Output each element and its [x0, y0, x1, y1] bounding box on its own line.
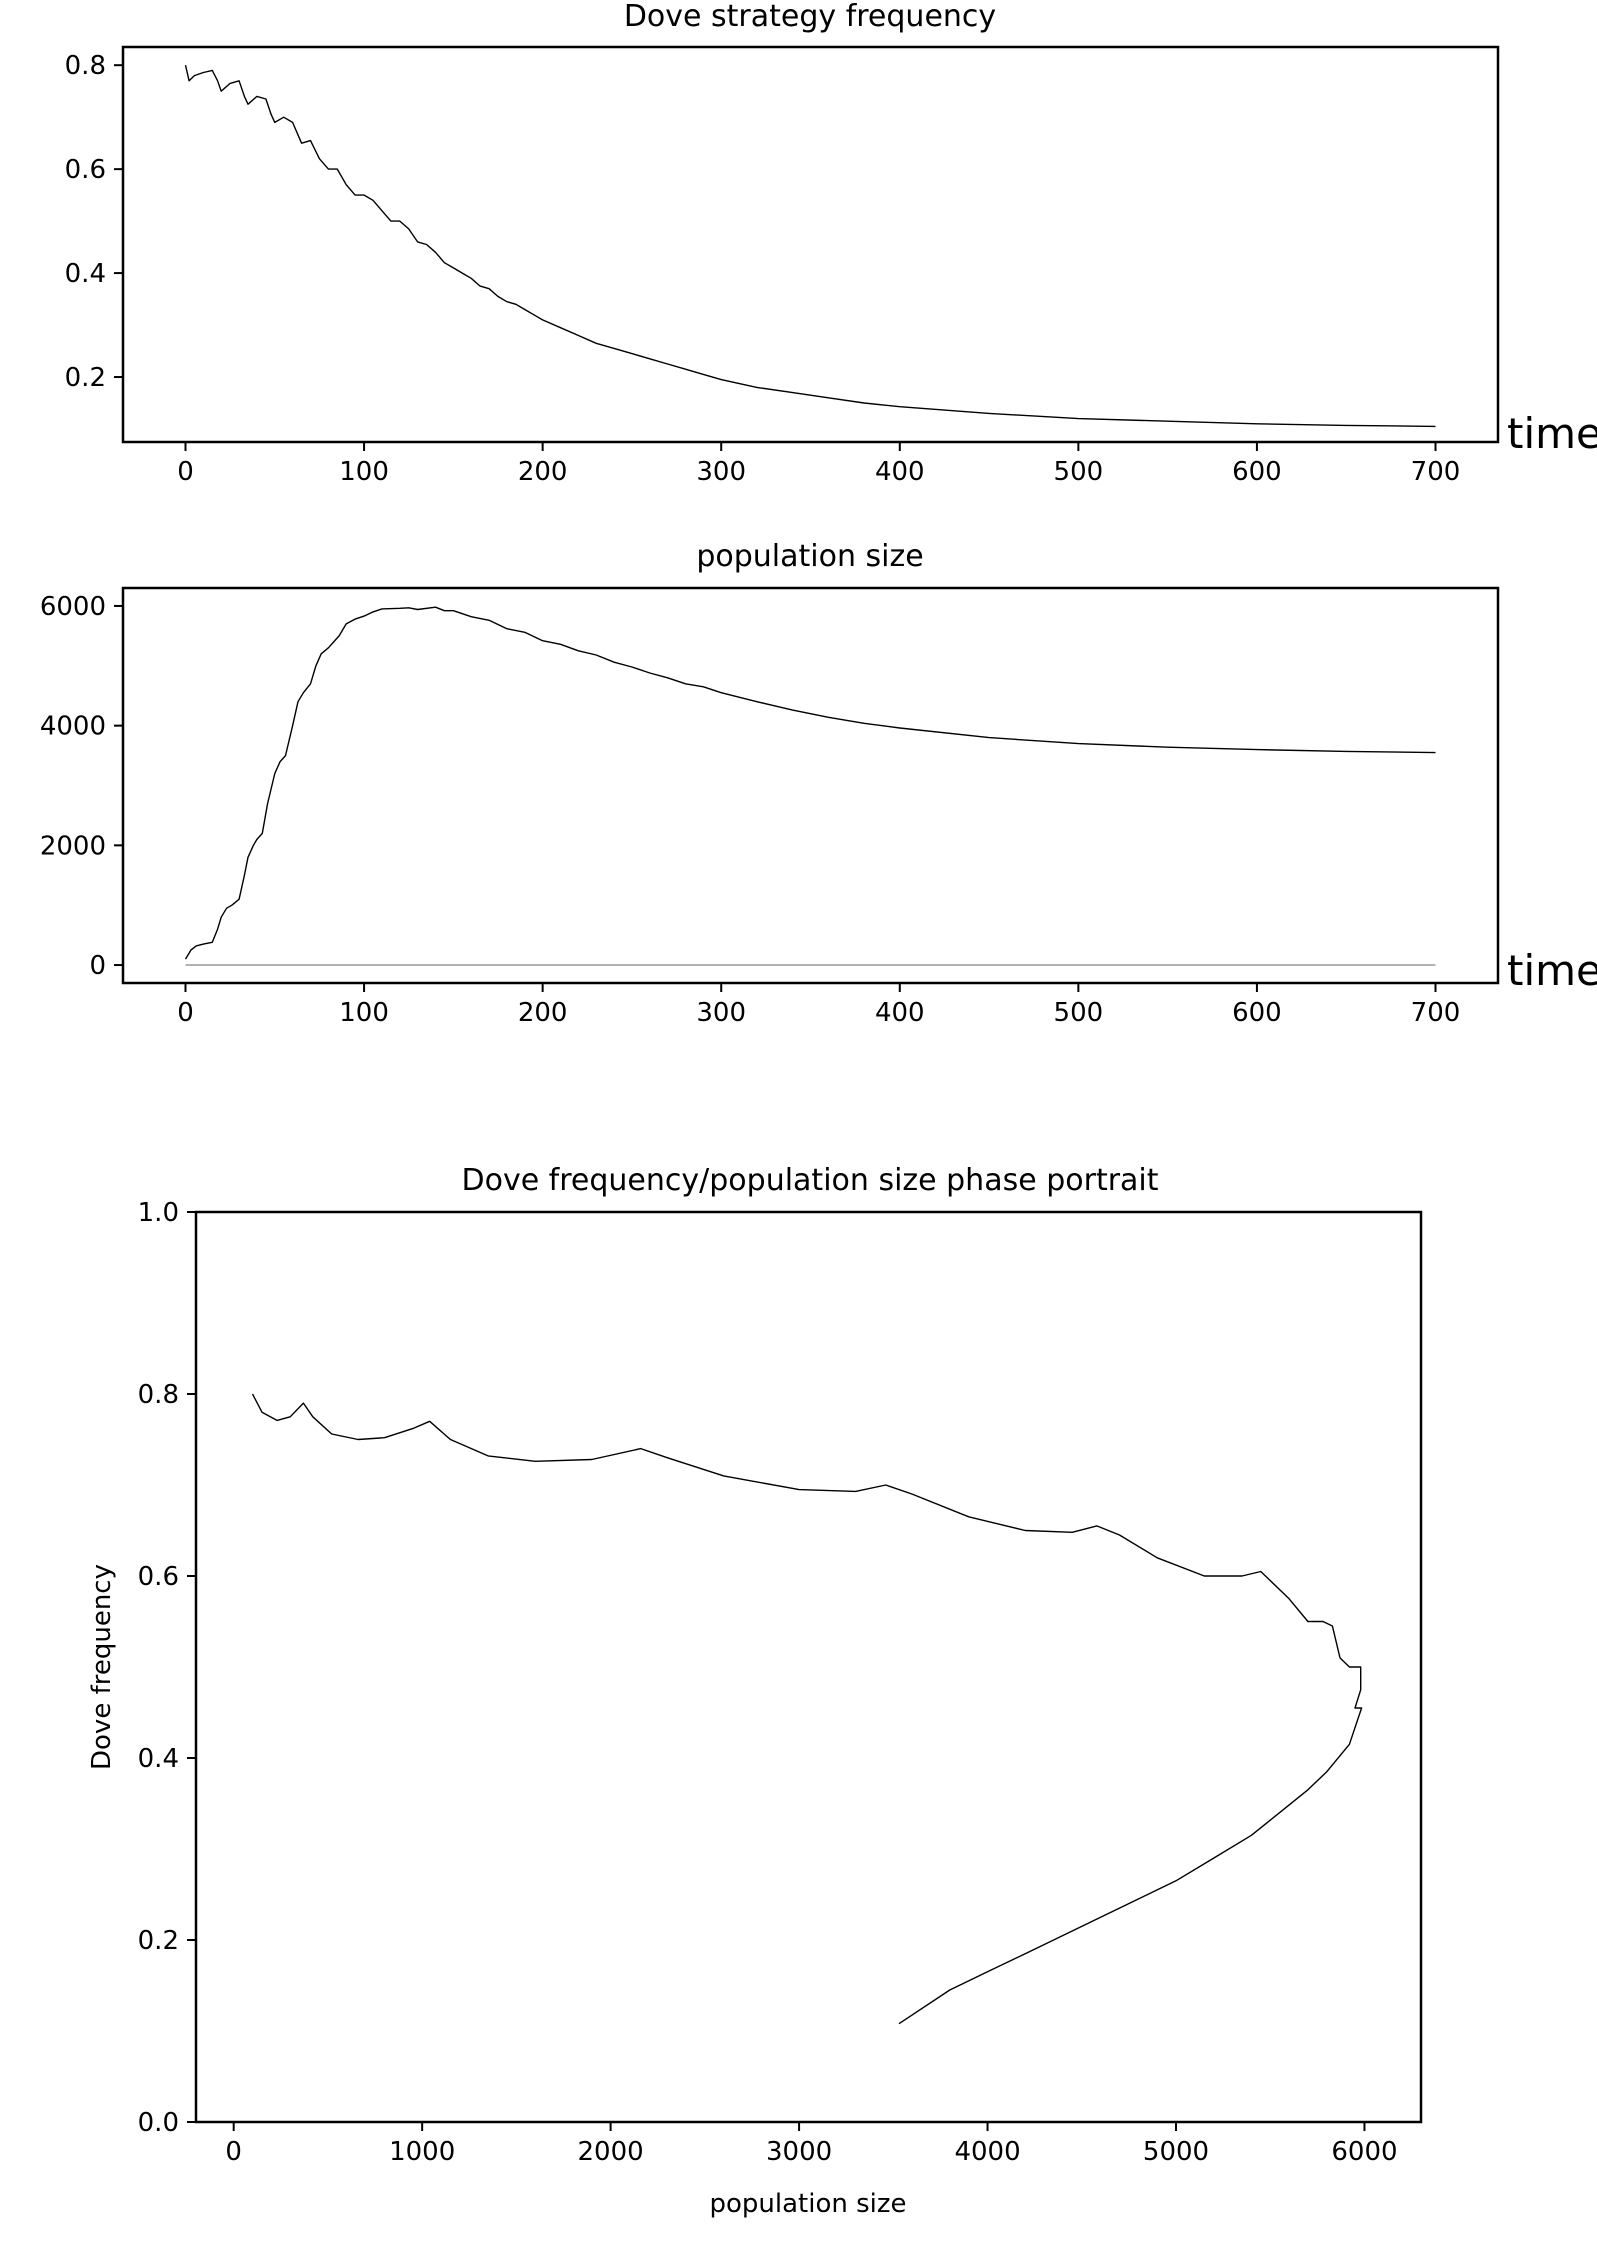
x-axis-label: time — [1507, 946, 1597, 995]
phase-portrait-panel: Dove frequency/population size phase por… — [87, 1163, 1423, 2219]
population-size-panel: population size 0 100 200 300 400 500 600 700 0… — [40, 539, 1597, 1028]
x-tick-label: 100 — [339, 998, 389, 1028]
plot-frame — [121, 45, 1500, 444]
y-tick-label: 4000 — [40, 712, 106, 742]
x-tick-label: 300 — [696, 998, 746, 1028]
series-line — [184, 606, 1436, 960]
x-axis-ticks: 0 100 200 300 400 500 600 700 — [177, 983, 1460, 1028]
x-axis-label: population size — [709, 2189, 906, 2219]
x-tick-label: 500 — [1054, 998, 1104, 1028]
x-tick-label: 400 — [875, 457, 925, 487]
y-tick-label: 0.4 — [65, 259, 106, 289]
y-axis-ticks: 0 2000 4000 6000 — [40, 592, 123, 981]
x-tick-label: 400 — [875, 998, 925, 1028]
x-tick-label: 0 — [177, 457, 194, 487]
x-tick-label: 100 — [339, 457, 389, 487]
x-tick-label: 200 — [518, 457, 568, 487]
y-tick-label: 0.8 — [138, 1380, 179, 1410]
chart-title: Dove frequency/population size phase por… — [461, 1163, 1158, 1198]
plot-frame — [121, 586, 1500, 985]
x-tick-label: 4000 — [954, 2137, 1020, 2167]
y-tick-label: 2000 — [40, 831, 106, 861]
x-tick-label: 5000 — [1143, 2137, 1209, 2167]
x-tick-label: 600 — [1232, 457, 1282, 487]
x-tick-label: 200 — [518, 998, 568, 1028]
x-tick-label: 1000 — [389, 2137, 455, 2167]
y-axis-label: Dove frequency — [87, 1564, 117, 1770]
chart-title: population size — [696, 539, 923, 574]
y-tick-label: 6000 — [40, 592, 106, 622]
x-tick-label: 700 — [1411, 998, 1461, 1028]
y-tick-label: 0.0 — [138, 2108, 179, 2138]
dove-strategy-frequency-panel: Dove strategy frequency 0 100 200 300 400 500… — [65, 0, 1597, 487]
chart-marks — [251, 1393, 1363, 2025]
x-axis-label: time — [1507, 409, 1597, 458]
series-line — [251, 1393, 1363, 2025]
x-tick-label: 300 — [696, 457, 746, 487]
y-axis-ticks: 0.0 0.2 0.4 0.6 0.8 1.0 — [138, 1198, 196, 2138]
x-tick-label: 0 — [225, 2137, 242, 2167]
chart-title: Dove strategy frequency — [624, 0, 996, 34]
chart-marks — [184, 606, 1436, 966]
y-tick-label: 0.8 — [65, 51, 106, 81]
y-tick-label: 0.2 — [65, 363, 106, 393]
x-tick-label: 6000 — [1331, 2137, 1397, 2167]
x-tick-label: 3000 — [766, 2137, 832, 2167]
x-tick-label: 700 — [1411, 457, 1461, 487]
y-tick-label: 0.4 — [138, 1744, 179, 1774]
y-tick-label: 0.2 — [138, 1926, 179, 1956]
chart-marks — [184, 65, 1436, 428]
y-tick-label: 0 — [89, 951, 106, 981]
x-tick-label: 0 — [177, 998, 194, 1028]
x-axis-ticks: 0 1000 2000 3000 4000 5000 6000 — [225, 2122, 1398, 2167]
y-tick-label: 0.6 — [138, 1562, 179, 1592]
x-tick-label: 2000 — [578, 2137, 644, 2167]
x-tick-label: 500 — [1054, 457, 1104, 487]
y-tick-label: 1.0 — [138, 1198, 179, 1228]
y-tick-label: 0.6 — [65, 155, 106, 185]
plot-frame — [194, 1210, 1423, 2124]
series-line — [184, 65, 1436, 428]
x-tick-label: 600 — [1232, 998, 1282, 1028]
y-axis-ticks: 0.2 0.4 0.6 0.8 — [65, 51, 123, 393]
x-axis-ticks: 0 100 200 300 400 500 600 700 — [177, 442, 1460, 487]
